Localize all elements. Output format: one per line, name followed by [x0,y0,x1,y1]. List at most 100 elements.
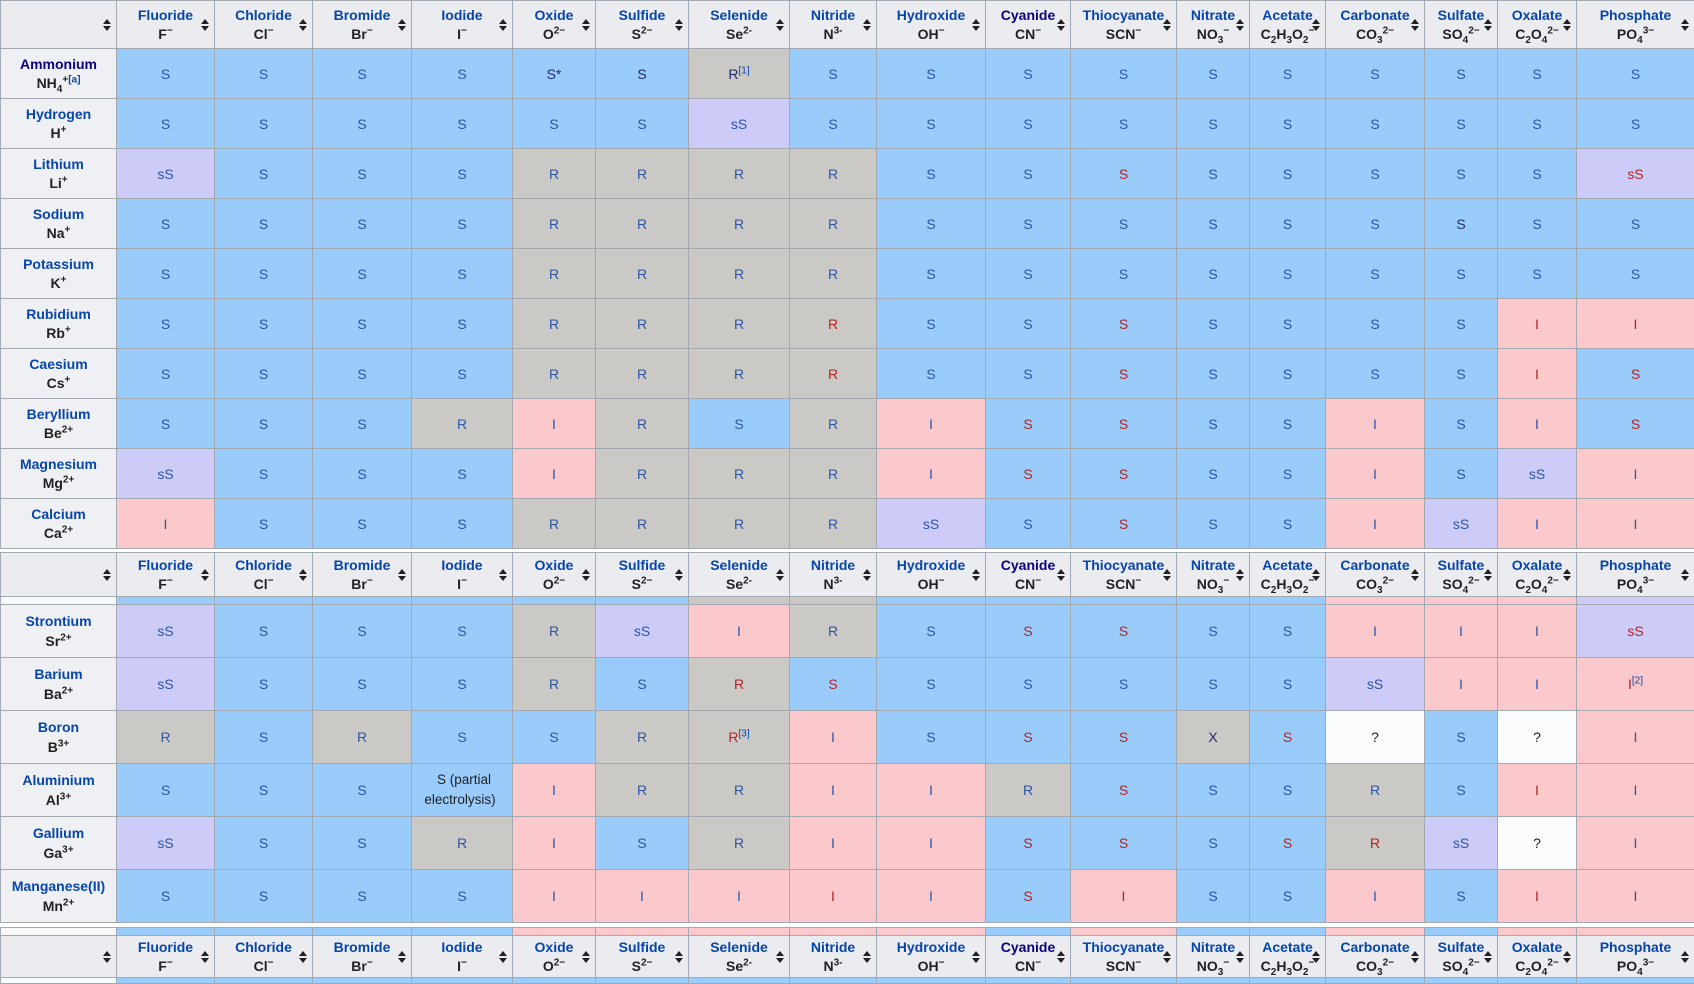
solubility-value[interactable]: S [1631,216,1640,232]
solubility-value[interactable]: sS [157,466,173,482]
solubility-value[interactable]: I [1373,516,1377,532]
solubility-value[interactable]: S [926,216,935,232]
solubility-value[interactable]: S [457,116,466,132]
solubility-value[interactable]: I [1535,416,1539,432]
solubility-value[interactable]: I [1373,623,1377,639]
solubility-value[interactable]: S [1119,366,1128,382]
solubility-value[interactable]: R [828,516,838,532]
solubility-value[interactable]: S [1283,835,1292,851]
anion-name-link[interactable]: Bromide [313,938,411,957]
solubility-value[interactable]: R [734,366,744,382]
solubility-value[interactable]: S [259,316,268,332]
solubility-value[interactable]: S [637,116,646,132]
sort-icon[interactable] [1236,951,1244,963]
sort-icon[interactable] [582,19,590,31]
solubility-value[interactable]: I [929,782,933,798]
sort-icon[interactable] [201,569,209,581]
footnote-ref[interactable]: [1] [739,65,750,76]
solubility-value[interactable]: S [161,216,170,232]
solubility-value[interactable]: S [357,116,366,132]
solubility-value[interactable]: S [457,888,466,904]
solubility-value[interactable]: S [1208,266,1217,282]
solubility-value[interactable]: S [259,166,268,182]
sort-icon[interactable] [776,19,784,31]
sort-icon[interactable] [1563,19,1571,31]
solubility-value[interactable]: R [549,366,559,382]
solubility-value[interactable]: R [637,466,647,482]
solubility-value[interactable]: S [1208,888,1217,904]
anion-name-link[interactable]: Chloride [215,6,312,25]
solubility-value[interactable]: S [1208,835,1217,851]
solubility-value[interactable]: S [161,782,170,798]
solubility-value[interactable]: R [637,782,647,798]
solubility-value[interactable]: S [549,729,558,745]
solubility-value[interactable]: S [1119,266,1128,282]
solubility-value[interactable]: R [549,266,559,282]
solubility-value[interactable]: S [357,835,366,851]
solubility-value[interactable]: S [1283,166,1292,182]
solubility-value[interactable]: R [549,623,559,639]
anion-name-link[interactable]: Iodide [412,6,512,25]
solubility-value[interactable]: S [1208,366,1217,382]
solubility-value[interactable]: S [161,266,170,282]
sort-icon[interactable] [499,19,507,31]
sort-icon[interactable] [1057,951,1065,963]
anion-name-link[interactable]: Hydroxide [877,938,985,957]
solubility-value[interactable]: I [1535,316,1539,332]
solubility-value[interactable]: S [1283,416,1292,432]
solubility-value[interactable]: S [1456,66,1465,82]
solubility-value[interactable]: I [737,623,741,639]
solubility-value[interactable]: S [1023,116,1032,132]
solubility-value[interactable]: S [1119,116,1128,132]
solubility-value[interactable]: S [1283,266,1292,282]
solubility-value[interactable]: S [1370,66,1379,82]
solubility-value[interactable]: I [929,416,933,432]
solubility-value[interactable]: S [637,676,646,692]
sort-icon[interactable] [299,569,307,581]
solubility-value[interactable]: I [1535,366,1539,382]
solubility-value[interactable]: I [1459,623,1463,639]
solubility-value[interactable]: S [1119,316,1128,332]
sort-icon[interactable] [1057,19,1065,31]
solubility-value[interactable]: R [828,366,838,382]
sort-icon[interactable] [1411,951,1419,963]
row-label-column-header[interactable] [1,1,117,49]
solubility-value[interactable]: S [457,166,466,182]
sort-icon[interactable] [776,569,784,581]
sort-icon[interactable] [103,569,111,581]
anion-name-link[interactable]: Thiocyanate [1071,556,1176,575]
solubility-value[interactable]: S [1370,116,1379,132]
row-label-column-header[interactable] [1,553,117,597]
solubility-value[interactable]: S [1456,888,1465,904]
anion-name-link[interactable]: Selenide [689,6,789,25]
sort-icon[interactable] [1484,951,1492,963]
solubility-value[interactable]: R [734,266,744,282]
solubility-value[interactable]: I [831,729,835,745]
solubility-value[interactable]: R [637,729,647,745]
solubility-value[interactable]: sS [157,835,173,851]
solubility-value[interactable]: S [1208,166,1217,182]
footnote-ref[interactable]: [3] [739,728,750,739]
row-label-column-header[interactable] [1,936,117,978]
sort-icon[interactable] [972,569,980,581]
solubility-value[interactable]: R [828,316,838,332]
solubility-value[interactable]: R [728,729,738,745]
sort-icon[interactable] [499,569,507,581]
solubility-value[interactable]: S [1370,216,1379,232]
cation-name-link[interactable]: Beryllium [1,405,116,425]
